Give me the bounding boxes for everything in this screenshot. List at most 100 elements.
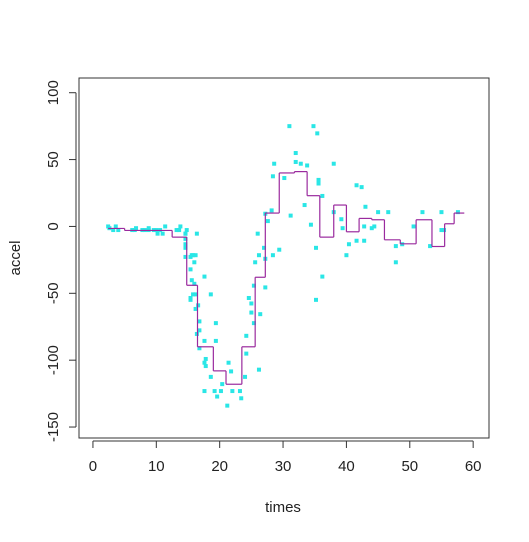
point	[189, 278, 194, 283]
point	[196, 303, 201, 308]
point	[288, 213, 293, 218]
x-tick-label: 0	[89, 458, 97, 475]
point	[305, 163, 310, 168]
point	[314, 297, 319, 302]
point	[302, 203, 307, 208]
point	[208, 292, 213, 297]
point	[212, 389, 217, 394]
point	[193, 306, 198, 311]
point	[270, 174, 275, 179]
point	[420, 210, 425, 215]
point	[308, 222, 313, 227]
point	[293, 159, 298, 164]
point	[177, 228, 182, 233]
x-tick-label: 30	[275, 458, 292, 475]
point	[188, 297, 193, 302]
point	[116, 228, 121, 233]
point	[354, 238, 359, 243]
point	[249, 310, 254, 315]
point	[262, 245, 267, 250]
point	[316, 181, 321, 186]
y-tick-label: 0	[45, 222, 62, 230]
x-tick-label: 20	[211, 458, 228, 475]
point	[183, 231, 188, 236]
point	[197, 346, 202, 351]
point	[220, 382, 225, 387]
point	[249, 301, 254, 306]
point	[393, 260, 398, 265]
point	[188, 267, 193, 272]
point	[339, 217, 344, 222]
point	[316, 177, 321, 182]
point	[340, 226, 345, 231]
point	[113, 224, 118, 229]
point	[258, 312, 263, 317]
point	[226, 360, 231, 365]
point	[183, 242, 188, 247]
y-tick-label: -50	[45, 282, 62, 304]
point	[256, 253, 261, 258]
point	[244, 351, 249, 356]
point	[203, 364, 208, 369]
point	[411, 224, 416, 229]
point	[255, 231, 260, 236]
point	[359, 185, 364, 190]
point	[246, 295, 251, 300]
point	[184, 228, 189, 233]
x-tick-label: 40	[338, 458, 355, 475]
point	[320, 193, 325, 198]
point	[202, 360, 207, 365]
point	[213, 321, 218, 326]
point	[315, 131, 320, 136]
point	[393, 244, 398, 249]
point	[362, 224, 367, 229]
point	[251, 321, 256, 326]
point	[455, 210, 460, 215]
point	[428, 244, 433, 249]
point	[265, 219, 270, 224]
point	[442, 228, 447, 233]
point	[229, 369, 234, 374]
point	[202, 274, 207, 279]
point	[346, 242, 351, 247]
point	[243, 374, 248, 379]
point	[194, 231, 199, 236]
point	[213, 338, 218, 343]
point	[270, 253, 275, 258]
point	[203, 356, 208, 361]
point	[376, 210, 381, 215]
point	[320, 274, 325, 279]
point	[293, 151, 298, 156]
point	[251, 283, 256, 288]
point	[311, 124, 316, 129]
point	[362, 238, 367, 243]
point	[202, 338, 207, 343]
point	[369, 226, 374, 231]
point	[314, 245, 319, 250]
point	[193, 253, 198, 258]
point	[237, 389, 242, 394]
point	[197, 328, 202, 333]
point	[277, 247, 282, 252]
point	[386, 210, 391, 215]
point	[439, 210, 444, 215]
point	[111, 228, 116, 233]
point	[191, 292, 196, 297]
point	[202, 389, 207, 394]
point	[194, 331, 199, 336]
point	[193, 292, 198, 297]
x-tick-label: 10	[148, 458, 165, 475]
y-tick-label: -100	[45, 345, 62, 375]
point	[163, 224, 168, 229]
point	[287, 124, 292, 129]
point	[439, 228, 444, 233]
point	[197, 319, 202, 324]
point	[183, 245, 188, 250]
point	[192, 260, 197, 265]
x-tick-label: 60	[465, 458, 482, 475]
point	[372, 224, 377, 229]
point	[215, 394, 220, 399]
point	[208, 374, 213, 379]
y-tick-label: -150	[45, 412, 62, 442]
y-tick-label: 50	[45, 151, 62, 168]
